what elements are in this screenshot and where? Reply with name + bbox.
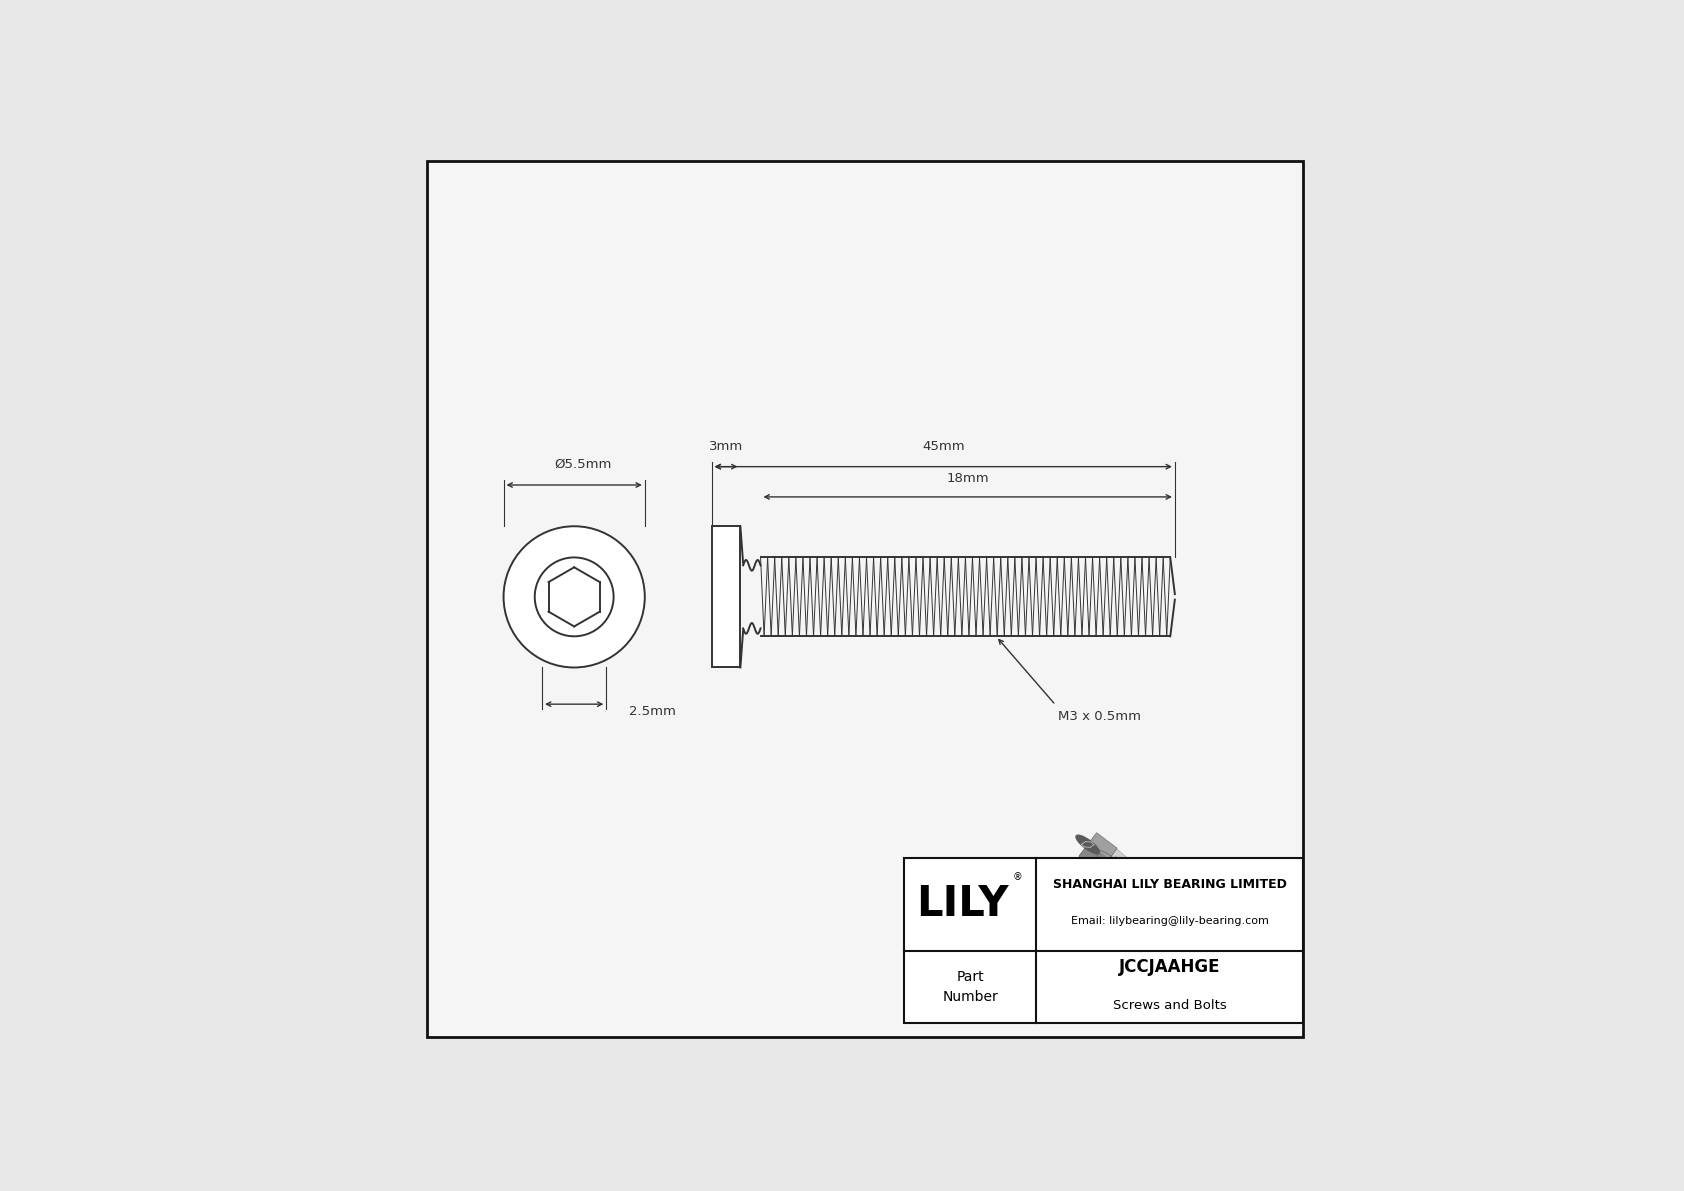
Bar bbox=[712, 526, 741, 667]
Polygon shape bbox=[1079, 833, 1116, 872]
Text: Email: lilybearing@lily-bearing.com: Email: lilybearing@lily-bearing.com bbox=[1071, 916, 1268, 925]
Text: JCCJAAHGE: JCCJAAHGE bbox=[1118, 958, 1221, 975]
Polygon shape bbox=[1110, 856, 1270, 981]
Text: 45mm: 45mm bbox=[921, 439, 965, 453]
Text: 18mm: 18mm bbox=[946, 472, 989, 485]
Text: Part
Number: Part Number bbox=[943, 971, 999, 1004]
Text: 3mm: 3mm bbox=[709, 439, 743, 453]
Bar bbox=[904, 859, 1303, 1023]
Text: SHANGHAI LILY BEARING LIMITED: SHANGHAI LILY BEARING LIMITED bbox=[1052, 878, 1287, 891]
Text: 2.5mm: 2.5mm bbox=[630, 705, 675, 718]
Polygon shape bbox=[1100, 849, 1271, 984]
Ellipse shape bbox=[1076, 835, 1100, 854]
Circle shape bbox=[504, 526, 645, 667]
Text: LILY: LILY bbox=[916, 884, 1009, 925]
Text: Screws and Bolts: Screws and Bolts bbox=[1113, 999, 1226, 1012]
Text: ®: ® bbox=[1014, 872, 1022, 883]
Text: M3 x 0.5mm: M3 x 0.5mm bbox=[1058, 710, 1142, 723]
Polygon shape bbox=[1088, 833, 1116, 859]
Circle shape bbox=[536, 557, 613, 636]
Text: Ø5.5mm: Ø5.5mm bbox=[554, 459, 611, 472]
